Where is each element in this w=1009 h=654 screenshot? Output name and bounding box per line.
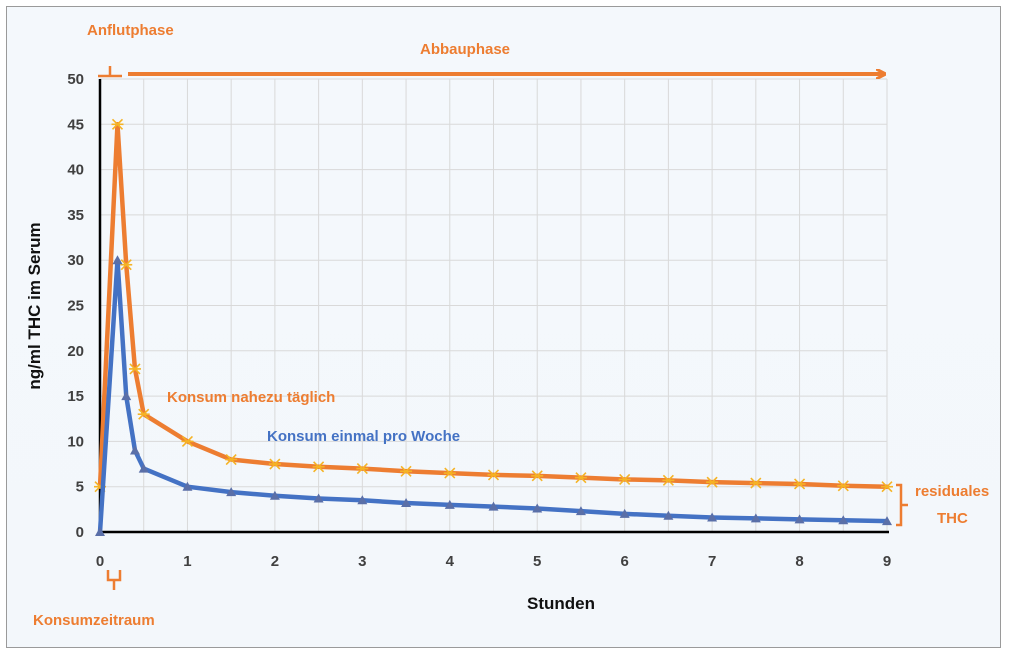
data-point-daily-10	[400, 465, 413, 477]
series-line-daily	[97, 122, 890, 489]
konsumzeitraum-label: Konsumzeitraum	[33, 612, 155, 629]
series-line-weekly	[97, 257, 890, 535]
data-point-weekly-15	[619, 508, 630, 518]
anflutphase-label: Anflutphase	[87, 22, 174, 39]
x-tick-label-6: 6	[620, 553, 628, 570]
y-tick-label-20: 20	[67, 343, 84, 360]
x-tick-label-9: 9	[883, 553, 891, 570]
data-point-daily-19	[793, 478, 806, 490]
y-axis-title: ng/ml THC im Serum	[25, 222, 44, 389]
x-tick-label-1: 1	[183, 553, 191, 570]
y-tick-label-40: 40	[67, 162, 84, 179]
x-tick-label-8: 8	[795, 553, 803, 570]
x-tick-label-3: 3	[358, 553, 366, 570]
data-point-weekly-5	[182, 481, 193, 491]
data-point-daily-11	[443, 467, 456, 479]
x-axis-title: Stunden	[527, 594, 595, 613]
data-point-weekly-7	[269, 490, 280, 500]
residuales-thc-label-line1: residuales	[915, 483, 989, 500]
konsumzeitraum-bracket	[106, 570, 122, 590]
data-point-weekly-10	[401, 498, 412, 508]
data-point-daily-15	[618, 473, 631, 486]
y-tick-label-25: 25	[67, 298, 84, 315]
y-tick-label-50: 50	[67, 71, 84, 88]
y-tick-label-35: 35	[67, 207, 84, 224]
data-point-weekly-21	[882, 516, 892, 526]
data-point-weekly-17	[707, 512, 718, 522]
data-point-weekly-20	[838, 515, 849, 525]
data-point-daily-6	[225, 453, 238, 466]
data-point-daily-8	[312, 461, 325, 473]
anflutphase-bracket	[98, 66, 122, 78]
data-point-daily-17	[706, 476, 719, 488]
data-point-weekly-14	[575, 506, 586, 516]
abbauphase-label: Abbauphase	[420, 41, 510, 58]
data-point-weekly-18	[750, 513, 761, 523]
data-point-weekly-16	[663, 510, 674, 520]
data-point-weekly-2	[121, 391, 132, 401]
data-point-weekly-6	[226, 487, 237, 497]
x-tick-label-7: 7	[708, 553, 716, 570]
y-tick-label-10: 10	[67, 433, 84, 450]
chart-frame	[6, 6, 1001, 648]
data-point-weekly-13	[532, 503, 543, 513]
x-tick-label-2: 2	[271, 553, 279, 570]
data-point-daily-12	[487, 469, 500, 481]
data-point-weekly-1	[112, 255, 123, 265]
y-tick-label-30: 30	[67, 252, 84, 269]
data-point-daily-2	[120, 259, 133, 271]
series-label-daily: Konsum nahezu täglich	[167, 389, 335, 406]
x-tick-label-4: 4	[446, 553, 455, 570]
data-point-daily-9	[356, 463, 369, 475]
grid-lines	[100, 78, 888, 532]
data-point-daily-3	[128, 363, 141, 375]
data-point-weekly-3	[129, 445, 140, 455]
data-point-daily-20	[837, 480, 850, 492]
data-point-weekly-11	[444, 499, 455, 509]
data-point-weekly-12	[488, 501, 499, 511]
data-point-daily-1	[111, 118, 124, 130]
y-tick-label-0: 0	[76, 524, 84, 541]
data-point-weekly-8	[313, 493, 324, 503]
data-point-daily-18	[749, 477, 762, 489]
data-point-daily-7	[268, 458, 281, 470]
annotations: Anflutphase Abbauphase Konsumzeitraum re…	[25, 22, 989, 629]
y-tick-label-15: 15	[67, 388, 84, 405]
x-tick-label-5: 5	[533, 553, 541, 570]
y-tick-label-45: 45	[67, 116, 84, 133]
data-point-weekly-9	[357, 495, 368, 505]
residuales-thc-label-line2: THC	[937, 510, 968, 527]
data-point-daily-21	[881, 481, 893, 493]
x-tick-label-0: 0	[96, 553, 104, 570]
data-point-daily-5	[181, 435, 194, 447]
data-point-daily-14	[574, 472, 587, 484]
data-series	[94, 118, 893, 536]
data-point-daily-4	[137, 408, 150, 420]
y-tick-label-5: 5	[76, 479, 84, 496]
data-point-weekly-0	[95, 527, 105, 536]
data-point-weekly-19	[794, 514, 805, 524]
data-point-daily-16	[662, 474, 675, 486]
series-label-weekly: Konsum einmal pro Woche	[267, 428, 460, 445]
data-point-daily-13	[531, 470, 544, 482]
residuales-thc-bracket	[896, 483, 908, 527]
data-point-weekly-4	[138, 463, 149, 473]
